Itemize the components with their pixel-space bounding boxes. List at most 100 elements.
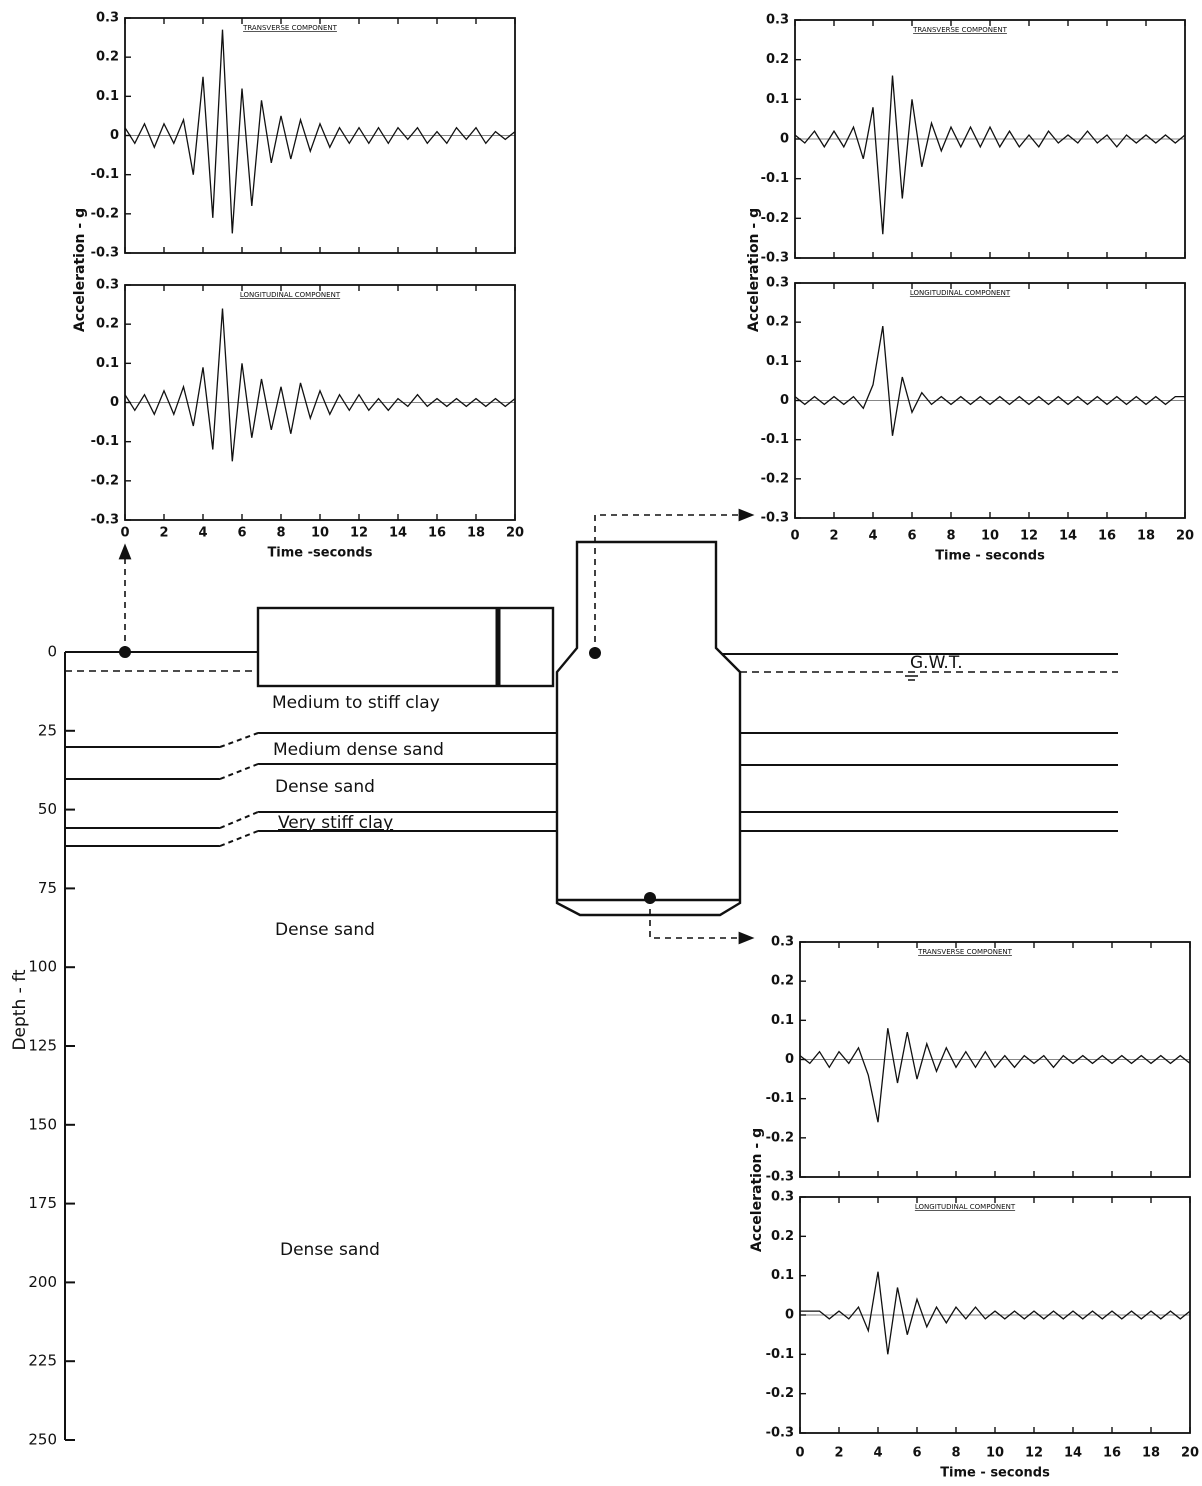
- layer-label: Medium dense sand: [273, 740, 444, 760]
- gwt-symbol: [905, 675, 918, 681]
- y-tick-label: -0.1: [91, 434, 119, 449]
- x-axis-label: Time - seconds: [935, 549, 1045, 564]
- y-tick-label: -0.1: [766, 1091, 794, 1106]
- y-tick-label: 0.1: [766, 92, 789, 107]
- y-tick-label: 0.3: [96, 11, 119, 26]
- x-tick-label: 20: [1181, 1446, 1199, 1461]
- x-tick-label: 4: [198, 526, 207, 541]
- depth-tick-label: 125: [28, 1037, 57, 1055]
- x-tick-label: 12: [350, 526, 368, 541]
- x-tick-label: 20: [1176, 529, 1194, 544]
- building: [256, 606, 555, 688]
- y-tick-label: 0: [785, 1052, 794, 1067]
- boundary-transition: [219, 732, 259, 847]
- depth-tick-label: 175: [28, 1194, 57, 1212]
- depth-axis-label: Depth - ft: [10, 969, 30, 1050]
- sensor-arrow: [649, 898, 755, 945]
- panel-title: TRANSVERSE COMPONENT: [242, 24, 338, 32]
- layer-label: Dense sand: [275, 777, 375, 797]
- x-tick-label: 12: [1020, 529, 1038, 544]
- x-axis-label: Time - seconds: [940, 1466, 1050, 1481]
- x-tick-label: 18: [467, 526, 485, 541]
- gwt-label: G.W.T.: [910, 653, 963, 673]
- depth-tick-label: 100: [28, 958, 57, 976]
- x-tick-label: 4: [873, 1446, 882, 1461]
- acceleration-trace: [800, 1271, 1191, 1355]
- x-tick-label: 16: [428, 526, 446, 541]
- y-tick-label: -0.3: [761, 511, 789, 526]
- sensor-arrow: [594, 508, 755, 653]
- acceleration-trace: [124, 29, 516, 234]
- x-tick-label: 20: [506, 526, 524, 541]
- layer-label: Dense sand: [280, 1240, 380, 1260]
- acceleration-trace: [799, 1028, 1191, 1123]
- sensor: [589, 647, 601, 659]
- depth-tick-label: 75: [38, 879, 57, 897]
- y-tick-label: 0: [785, 1308, 794, 1323]
- panel-title: LONGITUDINAL COMPONENT: [915, 1203, 1016, 1211]
- y-axis-label: Acceleration - g: [749, 1128, 765, 1252]
- layer-label: Dense sand: [275, 920, 375, 940]
- x-tick-label: 18: [1142, 1446, 1160, 1461]
- y-tick-label: 0.3: [766, 276, 789, 291]
- y-tick-label: -0.1: [91, 167, 119, 182]
- x-tick-label: 8: [946, 529, 955, 544]
- y-tick-label: -0.2: [91, 473, 119, 488]
- panel-title: TRANSVERSE COMPONENT: [912, 26, 1008, 34]
- sensor-links: [118, 508, 755, 945]
- x-tick-label: 16: [1098, 529, 1116, 544]
- y-tick-label: 0.3: [96, 278, 119, 293]
- x-tick-label: 18: [1137, 529, 1155, 544]
- x-tick-label: 14: [389, 526, 407, 541]
- x-tick-label: 10: [986, 1446, 1004, 1461]
- y-tick-label: -0.3: [761, 251, 789, 266]
- x-tick-label: 0: [795, 1446, 804, 1461]
- y-tick-label: 0.2: [771, 1229, 794, 1244]
- y-tick-label: 0.2: [96, 50, 119, 65]
- depth-tick-label: 0: [47, 643, 57, 661]
- y-tick-label: 0.2: [96, 317, 119, 332]
- y-tick-label: -0.1: [766, 1347, 794, 1362]
- y-tick-label: 0.1: [771, 1013, 794, 1028]
- layer-label: Medium to stiff clay: [272, 693, 440, 713]
- acceleration-trace: [794, 75, 1186, 235]
- x-tick-label: 6: [907, 529, 916, 544]
- y-tick-label: 0.2: [766, 315, 789, 330]
- panel-title: TRANSVERSE COMPONENT: [917, 948, 1013, 956]
- y-tick-label: -0.3: [91, 513, 119, 528]
- x-tick-label: 14: [1064, 1446, 1082, 1461]
- x-tick-label: 12: [1025, 1446, 1043, 1461]
- y-axis-label: Acceleration - g: [746, 208, 762, 332]
- y-tick-label: -0.2: [761, 211, 789, 226]
- x-tick-label: 2: [829, 529, 838, 544]
- x-tick-label: 14: [1059, 529, 1077, 544]
- y-tick-label: -0.2: [91, 206, 119, 221]
- x-tick-label: 2: [834, 1446, 843, 1461]
- x-tick-label: 8: [276, 526, 285, 541]
- x-tick-label: 0: [120, 526, 129, 541]
- panel-title: LONGITUDINAL COMPONENT: [240, 291, 341, 299]
- depth-tick-label: 25: [38, 721, 57, 739]
- x-tick-label: 10: [311, 526, 329, 541]
- tower: [555, 540, 742, 917]
- y-tick-label: -0.2: [761, 471, 789, 486]
- y-tick-label: -0.3: [766, 1426, 794, 1441]
- y-tick-label: 0: [780, 132, 789, 147]
- panel-title: LONGITUDINAL COMPONENT: [910, 289, 1011, 297]
- soil-profile: [65, 540, 1118, 917]
- y-tick-label: 0: [110, 395, 119, 410]
- y-tick-label: -0.1: [761, 171, 789, 186]
- y-tick-label: 0.1: [766, 354, 789, 369]
- y-tick-label: 0.2: [766, 52, 789, 67]
- x-axis-label: Time -seconds: [267, 546, 372, 561]
- y-tick-label: 0: [780, 393, 789, 408]
- x-tick-label: 6: [237, 526, 246, 541]
- depth-tick-label: 250: [28, 1431, 57, 1449]
- depth-tick-label: 225: [28, 1352, 57, 1370]
- y-tick-label: 0.3: [771, 1190, 794, 1205]
- y-tick-label: 0.3: [766, 13, 789, 28]
- x-tick-label: 10: [981, 529, 999, 544]
- x-tick-label: 2: [159, 526, 168, 541]
- y-tick-label: -0.2: [766, 1130, 794, 1145]
